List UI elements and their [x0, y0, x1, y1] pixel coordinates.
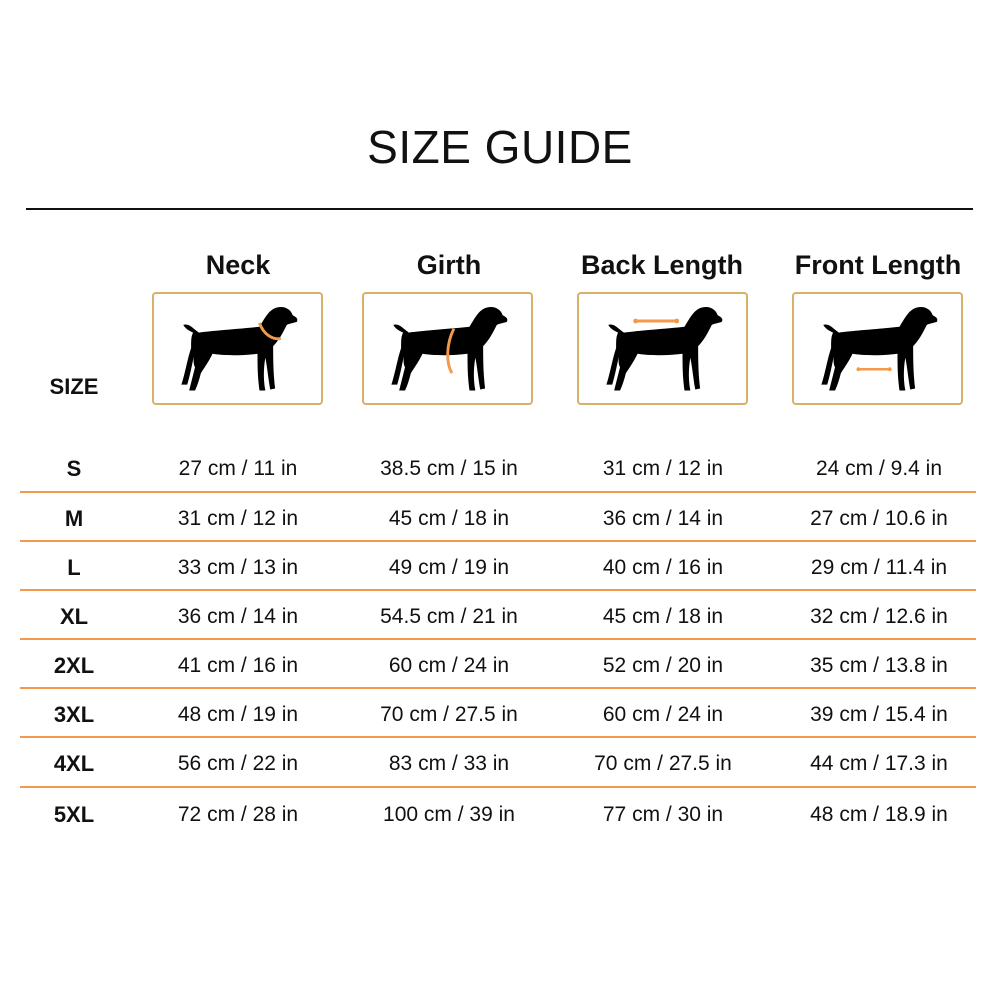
size-cell: 4XL: [53, 751, 95, 776]
measurement-cell: 60 cm / 24 in: [602, 703, 724, 726]
row-divider: [20, 540, 976, 542]
measurement-cell: 35 cm / 13.8 in: [810, 654, 948, 677]
measurement-cell: 83 cm / 33 in: [388, 752, 510, 775]
table-row: M 31 cm / 12 in 45 cm / 18 in 36 cm / 14 in…: [0, 494, 1000, 543]
measurement-cell: 56 cm / 22 in: [177, 752, 299, 775]
measurement-cell: 40 cm / 16 in: [602, 556, 724, 579]
measurement-cell: 45 cm / 18 in: [388, 507, 510, 530]
size-cell: L: [67, 555, 81, 580]
measurement-cell: 45 cm / 18 in: [602, 605, 724, 628]
dog-back-length-measurement-icon: [577, 292, 748, 405]
measurement-cell: 49 cm / 19 in: [388, 556, 510, 579]
dog-neck-measurement-icon: [152, 292, 323, 405]
dog-front-length-measurement-icon: [792, 292, 963, 405]
measurement-cell: 48 cm / 18.9 in: [810, 803, 948, 826]
dog-girth-measurement-icon: [362, 292, 533, 405]
table-row: XL 36 cm / 14 in 54.5 cm / 21 in 45 cm / 18…: [0, 592, 1000, 641]
size-cell: S: [66, 456, 82, 481]
measurement-cell: 48 cm / 19 in: [177, 703, 299, 726]
table-row: 3XL 48 cm / 19 in 70 cm / 27.5 in 60 cm / 2…: [0, 690, 1000, 739]
row-divider: [20, 638, 976, 640]
page-title: SIZE GUIDE: [367, 121, 633, 173]
measurement-cell: 44 cm / 17.3 in: [810, 752, 948, 775]
table-row: L 33 cm / 13 in 49 cm / 19 in 40 cm / 16 in…: [0, 543, 1000, 592]
row-divider: [20, 736, 976, 738]
measurement-cell: 36 cm / 14 in: [602, 507, 724, 530]
size-cell: 3XL: [53, 702, 95, 727]
table-row: 5XL 72 cm / 28 in 100 cm / 39 in 77 cm / 30…: [0, 790, 1000, 839]
measurement-cell: 31 cm / 12 in: [177, 507, 299, 530]
measurement-cell: 36 cm / 14 in: [177, 605, 299, 628]
measurement-cell: 31 cm / 12 in: [602, 457, 724, 480]
measurement-cell: 29 cm / 11.4 in: [810, 556, 948, 579]
measurement-cell: 70 cm / 27.5 in: [380, 703, 518, 726]
measurement-cell: 39 cm / 15.4 in: [810, 703, 948, 726]
size-cell: M: [64, 506, 84, 531]
measurement-cell: 72 cm / 28 in: [177, 803, 299, 826]
table-row: S 27 cm / 11 in 38.5 cm / 15 in 31 cm / 12 …: [0, 444, 1000, 493]
dog-silhouette-icon: [391, 307, 508, 391]
row-divider: [20, 491, 976, 493]
dog-silhouette-icon: [606, 307, 723, 391]
column-header-back-length: Back Length: [580, 250, 744, 280]
measurement-cell: 41 cm / 16 in: [177, 654, 299, 677]
title-divider: [26, 208, 973, 210]
column-header-girth: Girth: [416, 250, 482, 280]
size-cell: XL: [59, 604, 89, 629]
column-header-neck: Neck: [205, 250, 271, 280]
measurement-cell: 24 cm / 9.4 in: [815, 457, 943, 480]
measurement-cell: 54.5 cm / 21 in: [380, 605, 518, 628]
measurement-cell: 33 cm / 13 in: [177, 556, 299, 579]
table-row: 4XL 56 cm / 22 in 83 cm / 33 in 70 cm / 27.…: [0, 739, 1000, 788]
measurement-cell: 77 cm / 30 in: [602, 803, 724, 826]
row-divider: [20, 687, 976, 689]
measurement-cell: 52 cm / 20 in: [602, 654, 724, 677]
row-divider: [20, 786, 976, 788]
measurement-cell: 70 cm / 27.5 in: [594, 752, 732, 775]
dog-silhouette-icon: [181, 307, 298, 391]
measurement-cell: 38.5 cm / 15 in: [380, 457, 518, 480]
size-cell: 2XL: [53, 653, 95, 678]
size-column-header: SIZE: [49, 374, 99, 399]
measurement-cell: 27 cm / 10.6 in: [810, 507, 948, 530]
size-cell: 5XL: [53, 802, 95, 827]
measurement-cell: 32 cm / 12.6 in: [810, 605, 948, 628]
measurement-cell: 27 cm / 11 in: [178, 457, 298, 480]
table-row: 2XL 41 cm / 16 in 60 cm / 24 in 52 cm / 20 …: [0, 641, 1000, 690]
measurement-cell: 100 cm / 39 in: [383, 803, 515, 826]
measurement-cell: 60 cm / 24 in: [388, 654, 510, 677]
column-header-front-length: Front Length: [794, 250, 962, 280]
row-divider: [20, 589, 976, 591]
dog-silhouette-icon: [821, 307, 938, 391]
